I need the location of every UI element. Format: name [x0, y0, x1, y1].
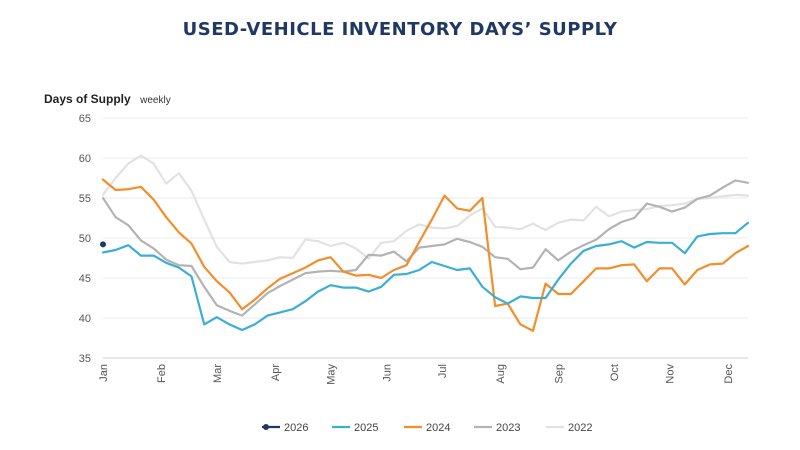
legend-item-2025-label: 2025 — [354, 422, 378, 434]
x-tick-label-jul: Jul — [437, 364, 449, 378]
y-tick-label: 35 — [79, 353, 91, 365]
series-2025-line — [101, 221, 750, 332]
x-tick-label-aug: Aug — [495, 364, 507, 384]
y-axis-note: weekly — [140, 95, 171, 106]
legend-item-2026-marker — [263, 424, 269, 430]
y-tick-label: 45 — [79, 273, 91, 285]
x-tick-label-sep: Sep — [553, 364, 565, 384]
y-tick-label: 60 — [79, 153, 91, 165]
x-tick-label-mar: Mar — [212, 364, 224, 383]
x-tick-label-nov: Nov — [665, 364, 677, 384]
series-2026-point — [100, 241, 106, 248]
y-tick-label: 50 — [79, 233, 91, 245]
legend-item-2022-label: 2022 — [568, 422, 592, 434]
y-axis-label-group: Days of Supply weekly — [44, 90, 171, 108]
x-tick-label-apr: Apr — [270, 364, 282, 381]
legend-item-2023-label: 2023 — [496, 422, 520, 434]
series-2023-line — [101, 179, 750, 317]
y-tick-label: 55 — [79, 193, 91, 205]
y-axis-label: Days of Supply — [44, 92, 131, 106]
chart-title: USED-VEHICLE INVENTORY DAYS’ SUPPLY — [182, 19, 618, 40]
y-tick-label: 40 — [79, 313, 91, 325]
x-tick-label-may: May — [326, 364, 338, 385]
x-tick-label-feb: Feb — [156, 364, 168, 383]
x-tick-label-dec: Dec — [723, 364, 735, 384]
series-2024-line — [101, 178, 750, 332]
x-tick-label-jan: Jan — [98, 364, 110, 382]
legend-item-2026-label: 2026 — [284, 422, 308, 434]
y-tick-label: 65 — [79, 113, 91, 125]
legend-item-2024-label: 2024 — [426, 422, 450, 434]
x-tick-label-oct: Oct — [609, 364, 621, 381]
x-tick-label-jun: Jun — [381, 364, 393, 382]
